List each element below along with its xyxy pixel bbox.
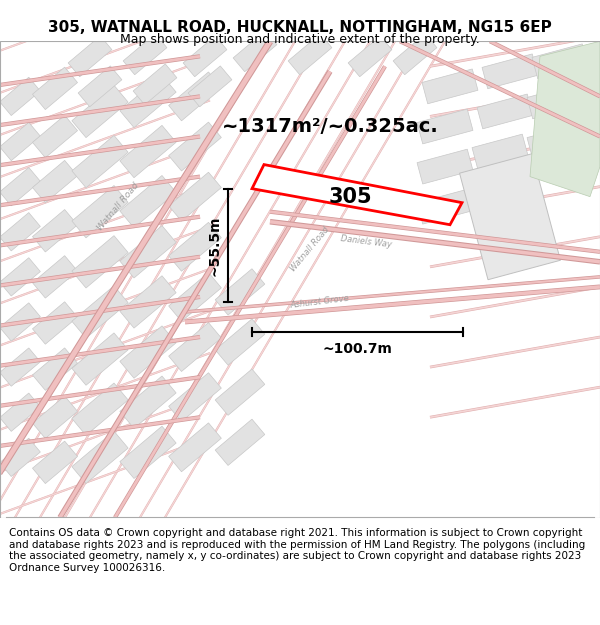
- Bar: [120, 226, 176, 278]
- Bar: [0, 258, 40, 296]
- Bar: [68, 36, 112, 77]
- Bar: [32, 441, 77, 484]
- Bar: [0, 213, 40, 251]
- Text: 305: 305: [328, 187, 372, 207]
- Bar: [417, 149, 473, 184]
- Bar: [460, 154, 560, 280]
- Bar: [123, 34, 167, 75]
- Bar: [120, 176, 176, 228]
- Bar: [482, 54, 538, 89]
- Bar: [183, 36, 227, 77]
- Bar: [72, 136, 128, 188]
- Bar: [78, 66, 122, 107]
- Bar: [72, 286, 128, 338]
- Bar: [348, 36, 392, 77]
- Bar: [169, 173, 221, 221]
- Bar: [169, 272, 221, 321]
- Bar: [72, 85, 128, 138]
- Bar: [215, 369, 265, 416]
- Bar: [188, 66, 232, 107]
- Polygon shape: [252, 164, 462, 225]
- Bar: [32, 302, 77, 344]
- Text: ~55.5m: ~55.5m: [208, 215, 222, 276]
- Bar: [72, 236, 128, 288]
- Bar: [472, 134, 528, 169]
- Bar: [120, 126, 176, 178]
- Bar: [133, 64, 177, 105]
- Bar: [32, 209, 77, 252]
- Bar: [169, 72, 221, 121]
- Bar: [215, 319, 265, 365]
- Text: Watnall Road: Watnall Road: [95, 181, 140, 232]
- Bar: [72, 186, 128, 238]
- Text: ~100.7m: ~100.7m: [323, 342, 392, 356]
- Bar: [169, 122, 221, 171]
- Bar: [72, 383, 128, 436]
- Bar: [0, 348, 40, 386]
- Text: Ashurst Grove: Ashurst Grove: [290, 294, 350, 310]
- Bar: [472, 179, 528, 214]
- Text: Map shows position and indicative extent of the property.: Map shows position and indicative extent…: [120, 32, 480, 46]
- Bar: [32, 115, 77, 158]
- Bar: [72, 431, 128, 484]
- Bar: [527, 84, 583, 119]
- Bar: [532, 44, 588, 79]
- Polygon shape: [530, 41, 600, 197]
- Bar: [32, 67, 77, 109]
- Text: ~1317m²/~0.325ac.: ~1317m²/~0.325ac.: [221, 117, 439, 136]
- Bar: [288, 34, 332, 75]
- Bar: [477, 94, 533, 129]
- Bar: [120, 326, 176, 378]
- Bar: [0, 78, 40, 116]
- Bar: [120, 276, 176, 328]
- Bar: [169, 423, 221, 472]
- Text: Contains OS data © Crown copyright and database right 2021. This information is : Contains OS data © Crown copyright and d…: [9, 528, 585, 573]
- Text: Watnall Road: Watnall Road: [289, 225, 331, 273]
- Bar: [32, 348, 77, 391]
- Bar: [215, 269, 265, 315]
- Bar: [527, 124, 583, 159]
- Bar: [32, 396, 77, 439]
- Bar: [72, 333, 128, 385]
- Bar: [32, 256, 77, 298]
- Bar: [169, 322, 221, 371]
- Text: 305, WATNALL ROAD, HUCKNALL, NOTTINGHAM, NG15 6EP: 305, WATNALL ROAD, HUCKNALL, NOTTINGHAM,…: [48, 20, 552, 35]
- Bar: [0, 438, 40, 476]
- Bar: [0, 168, 40, 206]
- Bar: [393, 34, 437, 75]
- Bar: [0, 122, 40, 161]
- Bar: [417, 189, 473, 224]
- Text: Daniels Way: Daniels Way: [340, 234, 392, 249]
- Bar: [120, 376, 176, 428]
- Bar: [0, 393, 40, 431]
- Bar: [169, 372, 221, 422]
- Bar: [422, 69, 478, 104]
- Bar: [120, 426, 176, 479]
- Bar: [417, 109, 473, 144]
- Bar: [120, 75, 176, 128]
- Bar: [233, 31, 277, 72]
- Bar: [0, 303, 40, 341]
- Bar: [215, 419, 265, 466]
- Bar: [32, 161, 77, 203]
- Bar: [169, 222, 221, 271]
